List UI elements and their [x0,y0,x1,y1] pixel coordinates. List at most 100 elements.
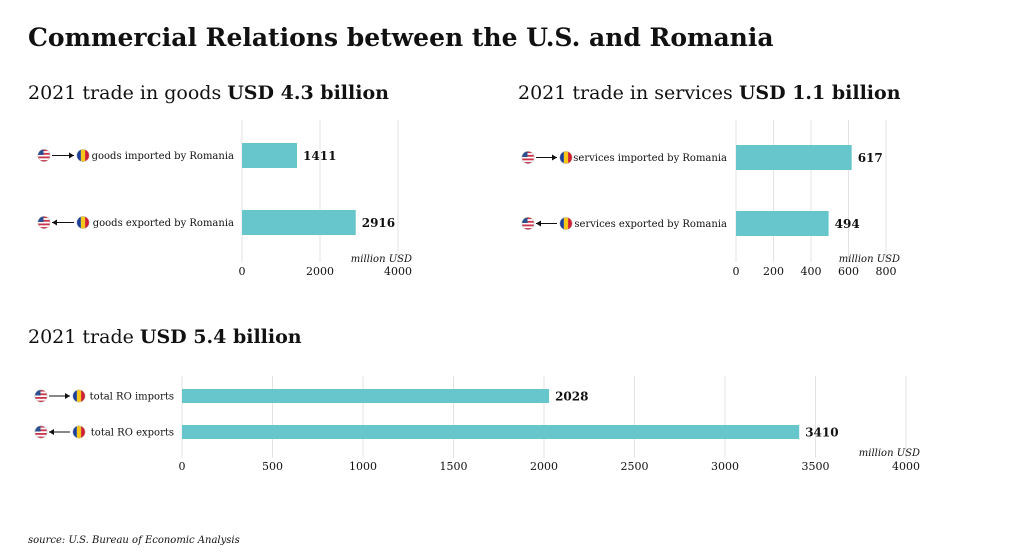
tick-label: 3500 [802,460,830,473]
tick-label: 3000 [711,460,739,473]
us-flag-icon [37,149,51,162]
us-to-romania-arrow-icon [521,151,573,164]
data-label: 2028 [555,390,588,404]
romania-flag-icon [559,217,573,230]
us-flag-body [521,217,535,230]
flag-outline [34,389,48,403]
chart-1: 617 services imported by Romania 494 servic… [521,120,900,278]
romania-flag-icon [76,216,90,229]
section-title-goods: 2021 trade in goods USD 4.3 billion [28,82,389,104]
us-flag-canton [521,217,528,223]
chart-0: 1411 goods imported by Romania 2916 goods e… [37,120,412,278]
arrow-head [536,220,541,227]
us-flag-stripe [37,216,51,219]
axis-unit-label: million USD [859,448,920,459]
us-flag-stripe [37,152,51,155]
us-flag-icon [37,216,51,229]
us-flag-stripe [34,389,48,392]
us-flag-body [37,216,51,229]
romania-flag-red [81,425,86,439]
romania-flag-body [72,389,86,403]
romania-flag-icon [72,425,86,439]
romania-flag-body [559,217,573,230]
flag-outline [72,389,86,403]
source-note: source: U.S. Bureau of Economic Analysis [28,535,240,546]
bar [736,211,829,236]
us-flag-icon [34,389,48,403]
romania-flag-body [76,149,90,162]
arrow-head [552,154,557,161]
tick-label: 1000 [349,460,377,473]
flag-outline [76,149,90,162]
bar [182,425,800,439]
us-flag-icon [34,425,48,439]
romania-flag-yellow [76,389,82,403]
us-flag-canton [37,216,44,222]
romania-flag-blue [76,216,81,229]
category-label: goods exported by Romania [93,218,234,229]
tick-label: 2000 [530,460,558,473]
romania-to-us-arrow-icon [37,216,90,229]
romania-flag-blue [559,151,564,164]
us-flag-stripe [34,429,48,432]
tick-label: 1500 [440,460,468,473]
chart-2: 2028 total RO imports 3410 total RO exports… [34,376,920,473]
romania-flag-blue [72,389,77,403]
bar [736,145,852,170]
us-flag-body [521,151,535,164]
us-flag-stripe [34,436,48,439]
flag-outline [76,216,90,229]
section-title-prefix: 2021 trade in services [518,82,739,104]
us-flag-stripe [34,425,48,428]
us-flag-canton [34,425,41,432]
romania-to-us-arrow-icon [34,425,86,439]
section-title-prefix: 2021 trade in goods [28,82,228,104]
tick-label: 2500 [621,460,649,473]
tick-label: 0 [733,265,740,278]
axis-unit-label: million USD [351,254,412,265]
bar [242,143,298,168]
romania-flag-icon [72,389,86,403]
section-title-highlight: USD 5.4 billion [139,326,302,348]
data-label: 1411 [303,149,336,163]
category-label: services exported by Romania [574,219,727,230]
us-flag-canton [34,389,41,396]
data-label: 494 [835,217,860,231]
us-flag-stripe [37,227,51,229]
category-label: total RO exports [91,428,174,439]
section-title-highlight: USD 1.1 billion [738,82,901,104]
romania-flag-yellow [80,216,86,229]
us-to-romania-arrow-icon [34,389,86,403]
arrow-head [49,429,54,435]
us-flag-stripe [34,433,48,435]
us-to-romania-arrow-icon [37,149,90,162]
romania-flag-yellow [76,425,82,439]
arrow-head [65,393,70,399]
tick-label: 200 [763,265,784,278]
us-flag-stripe [37,160,51,162]
us-flag-stripe [34,400,48,403]
flag-outline [37,216,51,229]
us-flag-stripe [37,223,51,226]
page-title: Commercial Relations between the U.S. an… [28,23,774,52]
tick-label: 0 [239,265,246,278]
bar [182,389,550,403]
us-flag-body [34,425,48,439]
flag-outline [559,151,573,164]
romania-flag-red [568,151,573,164]
us-flag-stripe [34,393,48,396]
category-label: services imported by Romania [573,153,727,164]
data-label: 2916 [362,216,395,230]
tick-label: 400 [801,265,822,278]
flag-outline [37,149,51,162]
us-flag-stripe [37,219,51,222]
us-flag-canton [521,151,528,157]
arrow-head [69,152,74,159]
romania-flag-blue [76,149,81,162]
romania-flag-yellow [80,149,86,162]
tick-label: 500 [262,460,283,473]
romania-flag-yellow [563,151,569,164]
romania-flag-body [76,216,90,229]
data-label: 617 [858,151,883,165]
